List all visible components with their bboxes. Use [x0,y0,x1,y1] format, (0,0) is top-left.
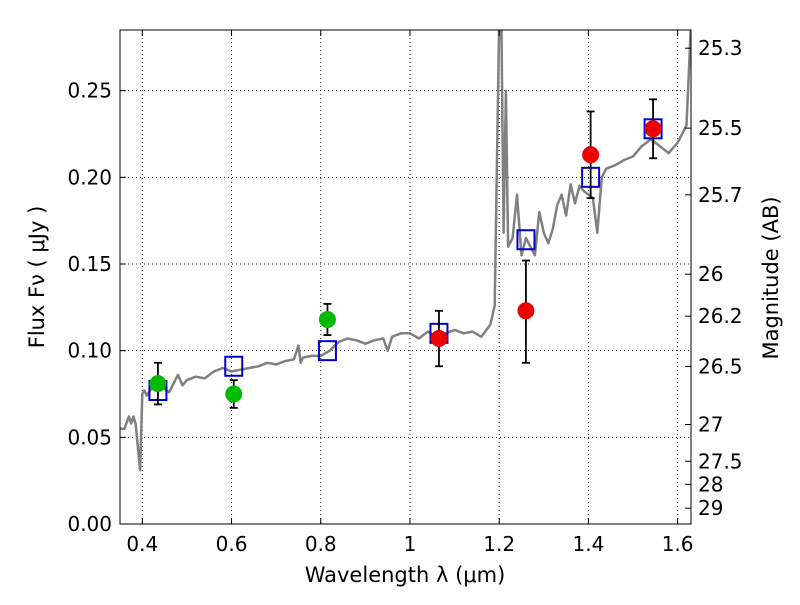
y2-tick-label: 27 [698,413,723,437]
y2-tick-label: 26.5 [698,354,743,378]
ticks: 0.4 0.6 0.8 1 1.2 1.4 1.6 0.00 0.05 0.10 0.15 0.20 0… [67,30,743,556]
y2-tick-label: 25.5 [698,116,743,140]
y2-tick-label: 25.3 [698,36,743,60]
x-tick-label: 0.6 [216,532,248,556]
y-tick-label: 0.15 [67,252,112,276]
y-axis-title: Flux Fν ( μJy ) [25,206,49,349]
photometry-point [517,302,535,320]
y2-tick-label: 29 [698,496,723,520]
x-tick-label: 0.8 [305,532,337,556]
y2-tick-label: 26 [698,262,723,286]
y2-tick-label: 27.5 [698,449,743,473]
x-tick-label: 1.4 [572,532,604,556]
x-tick-label: 1.2 [483,532,515,556]
y-tick-label: 0.20 [67,165,112,189]
axes-frame [119,29,692,525]
grid [120,30,691,525]
photometry-point [149,375,167,393]
y-tick-label: 0.05 [67,425,112,449]
x-tick-label: 1 [404,532,417,556]
x-tick-label: 1.6 [662,532,694,556]
y-tick-label: 0.10 [67,339,112,363]
model-photometry-square [317,340,337,362]
photometry-point [318,310,336,328]
photometry-point [430,330,448,348]
y-tick-label: 0.25 [67,79,112,103]
model-photometry-square [516,229,536,251]
photometry-point [644,120,662,138]
y2-tick-label: 26.2 [698,304,743,328]
y2-axis-title: Magnitude (AB) [759,196,783,359]
x-axis-title: Wavelength λ (μm) [305,563,506,587]
y2-tick-label: 28 [698,472,723,496]
plot-area [120,30,691,472]
y-tick-label: 0.00 [67,512,112,536]
photometry-point [225,385,243,403]
photometry-point [582,146,600,164]
spectrum-line [120,30,691,472]
y2-tick-label: 25.7 [698,183,743,207]
model-photometry-square [224,355,244,377]
x-tick-label: 0.4 [126,532,158,556]
